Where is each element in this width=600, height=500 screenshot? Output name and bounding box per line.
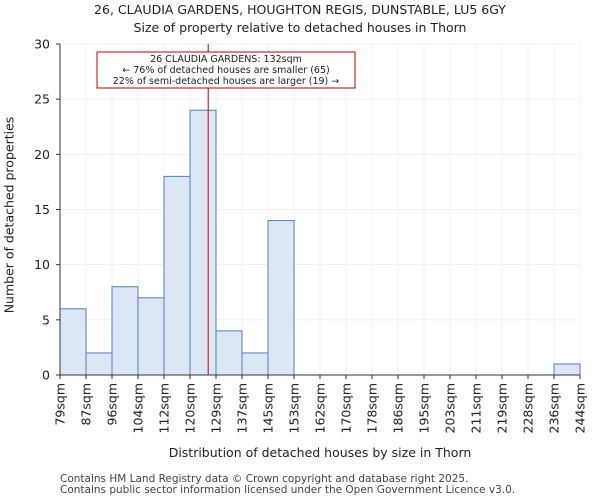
y-tick-label: 10	[34, 257, 50, 272]
x-tick-label: 162sqm	[313, 383, 328, 433]
x-tick-label: 137sqm	[235, 383, 250, 433]
x-tick-label: 96sqm	[105, 383, 120, 426]
footer-line-2: Contains public sector information licen…	[60, 484, 516, 496]
bar	[267, 220, 295, 376]
x-ticks: 79sqm 87sqm 96sqm 104sqm 112sqm 120sqm 129sqm 1…	[53, 375, 588, 433]
y-tick-label: 30	[34, 37, 50, 52]
annotation-line-2: ← 76% of detached houses are smaller (65…	[122, 65, 329, 76]
bar	[241, 352, 269, 376]
x-tick-label: 228sqm	[521, 383, 536, 433]
x-tick-label: 203sqm	[443, 383, 458, 433]
x-tick-label: 104sqm	[131, 383, 146, 433]
bar	[215, 330, 243, 376]
x-tick-label: 120sqm	[183, 383, 198, 433]
x-tick-label: 244sqm	[573, 383, 588, 433]
bar	[85, 352, 113, 376]
chart-title: 26, CLAUDIA GARDENS, HOUGHTON REGIS, DUN…	[94, 2, 506, 17]
x-tick-label: 186sqm	[391, 383, 406, 433]
x-tick-label: 195sqm	[417, 383, 432, 433]
annotation-frame	[96, 51, 356, 89]
x-tick-label: 170sqm	[339, 383, 354, 433]
chart-subtitle: Size of property relative to detached ho…	[133, 20, 467, 35]
annotation-box: 26 CLAUDIA GARDENS: 132sqm← 76% of detac…	[96, 51, 356, 89]
x-axis-label: Distribution of detached houses by size …	[168, 445, 472, 460]
y-tick-label: 5	[42, 312, 50, 327]
x-tick-label: 145sqm	[261, 383, 276, 433]
bar	[137, 297, 165, 376]
x-tick-label: 87sqm	[79, 383, 94, 426]
bar	[111, 286, 139, 376]
bar	[163, 175, 191, 376]
footer-line-1: Contains HM Land Registry data © Crown c…	[60, 473, 469, 485]
bars	[59, 109, 581, 376]
bar	[189, 109, 217, 376]
annotation-line-3: 22% of semi-detached houses are larger (…	[113, 76, 340, 87]
y-tick-label: 25	[34, 92, 50, 107]
bar	[59, 308, 87, 376]
y-tick-label: 0	[42, 368, 50, 383]
x-tick-label: 153sqm	[287, 383, 302, 433]
y-ticks: 0 5 10 15 20 25 30	[34, 37, 60, 383]
x-tick-label: 112sqm	[157, 383, 172, 433]
y-tick-label: 15	[34, 202, 50, 217]
x-tick-label: 219sqm	[495, 383, 510, 433]
x-tick-label: 211sqm	[469, 383, 484, 433]
x-tick-label: 236sqm	[547, 383, 562, 433]
x-tick-label: 178sqm	[365, 383, 380, 433]
y-tick-label: 20	[34, 147, 50, 162]
x-tick-label: 129sqm	[209, 383, 224, 433]
bar	[553, 363, 581, 376]
x-tick-label: 79sqm	[53, 383, 68, 426]
annotation-line-1: 26 CLAUDIA GARDENS: 132sqm	[150, 54, 302, 65]
